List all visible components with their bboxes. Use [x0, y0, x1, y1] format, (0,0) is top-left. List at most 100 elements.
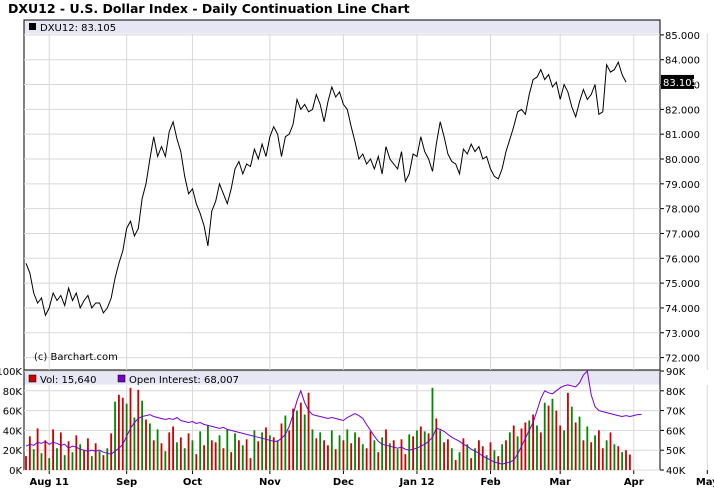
- x-tick-label: Nov: [259, 477, 281, 488]
- oi-right-tick-label: 80K: [666, 387, 686, 398]
- volume-bar: [462, 438, 465, 470]
- price-legend: DXU12: 83.105: [29, 23, 116, 34]
- volume-bar: [296, 410, 298, 470]
- volume-bar: [369, 431, 372, 470]
- volume-bar: [71, 452, 74, 470]
- volume-bar: [327, 445, 329, 470]
- volume-bar: [628, 454, 631, 470]
- volume-bar: [536, 425, 538, 470]
- volume-bar: [268, 435, 271, 470]
- volume-bar: [551, 398, 554, 470]
- volume-bar: [404, 454, 407, 470]
- volume-bar: [520, 428, 523, 470]
- volume-bar: [609, 432, 612, 470]
- volume-bar: [365, 448, 368, 470]
- volume-bar: [338, 435, 341, 470]
- volume-bar: [439, 430, 442, 470]
- volume-legend: Vol: 15,640 Open Interest: 68,007: [28, 374, 239, 386]
- volume-bar: [601, 448, 604, 470]
- volume-bar: [56, 448, 58, 470]
- volume-bar: [458, 452, 461, 470]
- x-tick-label: Oct: [183, 477, 202, 488]
- x-tick-label: Aug 11: [30, 477, 69, 488]
- volume-bar: [59, 432, 62, 470]
- volume-bar: [454, 460, 457, 470]
- volume-left-tick-label: 60K: [3, 407, 23, 418]
- volume-bar: [466, 444, 469, 470]
- volume-bar: [621, 452, 624, 470]
- volume-bar: [94, 443, 97, 470]
- chart-title: DXU12 - U.S. Dollar Index - Daily Contin…: [8, 1, 410, 16]
- volume-bar: [547, 405, 550, 470]
- volume-bar: [605, 440, 608, 470]
- volume-bar: [292, 408, 294, 470]
- volume-left-tick-label: 20K: [3, 446, 23, 457]
- volume-bar: [388, 443, 391, 470]
- volume-bar: [315, 438, 318, 470]
- volume-left-tick-label: 0K: [9, 466, 22, 477]
- volume-bar: [168, 432, 171, 470]
- volume-bar: [361, 444, 364, 470]
- volume-bar: [265, 427, 267, 470]
- volume-bar: [110, 433, 113, 470]
- volume-bar: [218, 435, 221, 470]
- volume-bar: [280, 423, 283, 470]
- volume-bar: [346, 429, 349, 470]
- volume-bar: [241, 445, 244, 470]
- volume-left-tick-label: 80K: [3, 387, 23, 398]
- volume-bar: [207, 425, 209, 470]
- volume-bar: [485, 455, 488, 470]
- volume-bar: [578, 416, 581, 470]
- price-tick-label: 82.000: [665, 105, 700, 116]
- oi-legend-swatch: [117, 374, 126, 383]
- volume-bar: [299, 402, 302, 470]
- volume-bar: [261, 432, 264, 470]
- x-tick-label: Sep: [116, 477, 137, 488]
- volume-bar: [528, 420, 531, 470]
- volume-bar: [222, 448, 225, 470]
- volume-bar: [199, 431, 202, 470]
- x-tick-label: May: [696, 477, 714, 488]
- price-legend-swatch: [29, 23, 36, 30]
- volume-bar: [48, 458, 51, 470]
- volume-bar: [214, 442, 217, 470]
- oi-right-tick-label: 70K: [666, 407, 686, 418]
- volume-bar: [481, 446, 484, 470]
- volume-bar: [582, 440, 585, 470]
- volume-bar: [590, 442, 593, 470]
- volume-bar: [67, 441, 70, 470]
- volume-bar: [574, 422, 577, 470]
- volume-bar: [501, 444, 504, 470]
- volume-bar: [75, 435, 78, 470]
- volume-bar: [63, 455, 66, 470]
- price-tick-label: 84.000: [665, 56, 700, 67]
- volume-left-tick-label: 40K: [3, 426, 23, 437]
- oi-right-tick-label: 50K: [666, 446, 686, 457]
- price-tick-label: 79.000: [665, 180, 700, 191]
- volume-bar: [238, 440, 240, 470]
- volume-bar: [245, 439, 248, 470]
- volume-bar: [148, 423, 151, 470]
- volume-bar: [400, 439, 403, 470]
- volume-bar: [40, 453, 43, 470]
- volume-bar: [563, 430, 565, 470]
- volume-bar: [288, 430, 291, 470]
- volume-bar: [230, 452, 233, 470]
- volume-bar: [443, 442, 445, 470]
- volume-bar: [90, 456, 93, 470]
- volume-bar: [319, 432, 322, 470]
- volume-bar: [272, 437, 275, 470]
- volume-bar: [183, 448, 186, 470]
- oi-right-tick-label: 90K: [666, 367, 686, 378]
- volume-left-tick-label: 100K: [0, 367, 22, 378]
- volume-bar: [52, 429, 54, 470]
- oi-legend-label: Open Interest: 68,007: [129, 375, 239, 386]
- volume-bar: [478, 440, 480, 470]
- volume-bar: [450, 448, 453, 470]
- volume-bar: [358, 437, 360, 470]
- volume-bars: [25, 387, 631, 470]
- volume-bar: [44, 440, 47, 470]
- volume-bar: [470, 458, 473, 470]
- price-line: [25, 60, 627, 317]
